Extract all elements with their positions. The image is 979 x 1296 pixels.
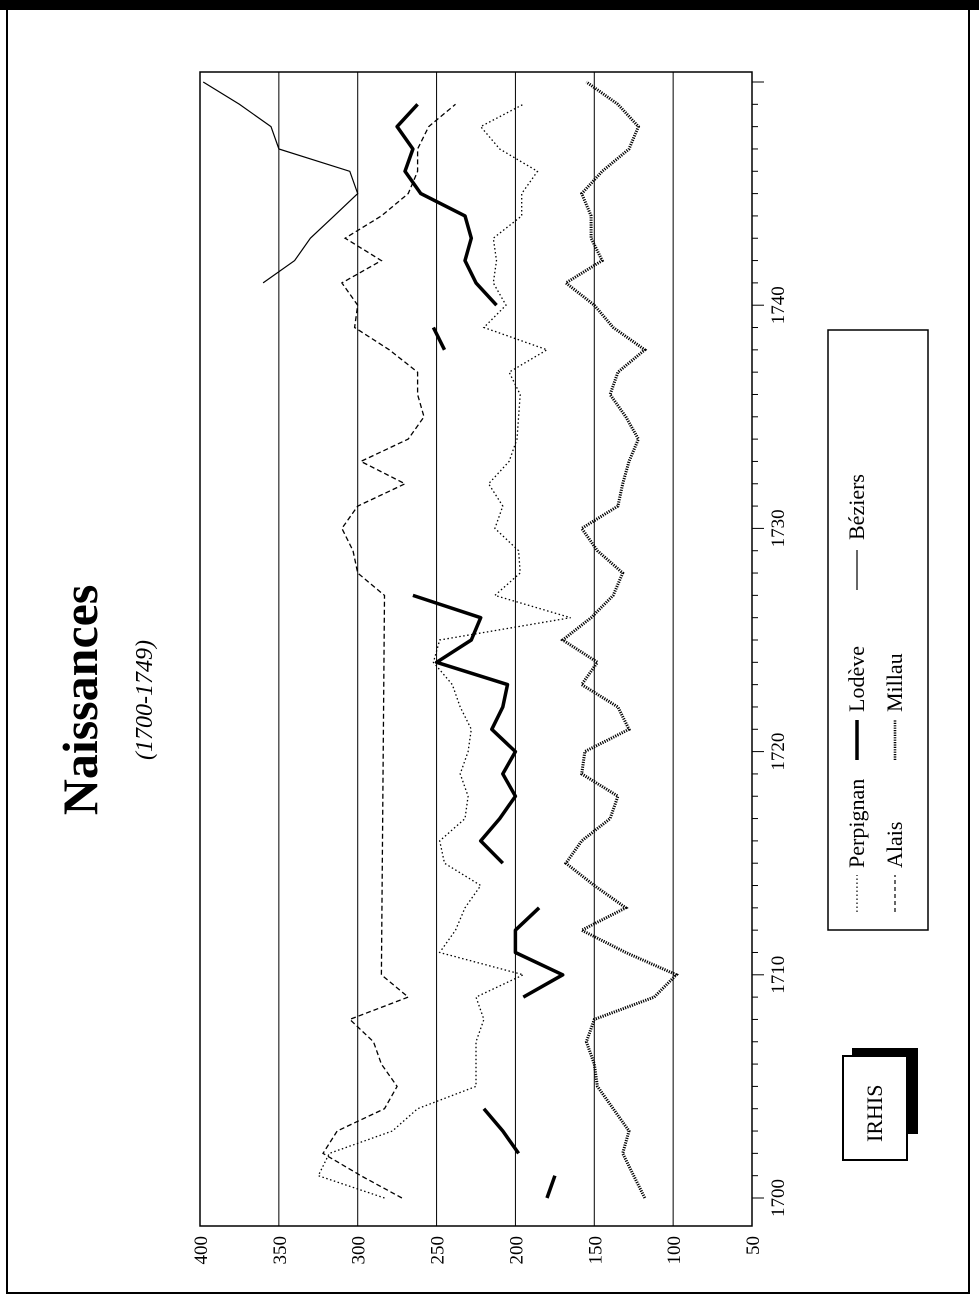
- series-line-lodeve: [482, 1107, 521, 1155]
- series-line-beziers: [202, 81, 359, 284]
- logo-box: [842, 1055, 908, 1161]
- x-tick-label: 1730: [768, 509, 789, 547]
- series-line-millau: [560, 80, 679, 1199]
- series-line-alais: [322, 103, 456, 1199]
- chart-title: Naissances: [52, 585, 108, 816]
- logo-text: IRHIS: [862, 1085, 887, 1142]
- legend-label-beziers: Béziers: [844, 474, 869, 540]
- y-tick-label: 150: [585, 1236, 606, 1265]
- y-tick-label: 400: [191, 1236, 212, 1265]
- page-frame: [6, 10, 970, 1294]
- x-tick-label: 1720: [768, 733, 789, 771]
- title-block: Naissances: [52, 585, 108, 816]
- series-layer: [202, 80, 679, 1199]
- x-tick-label: 1700: [768, 1179, 789, 1217]
- legend-box: [827, 329, 929, 931]
- irhis-logo: IRHIS: [842, 1048, 918, 1161]
- y-tick-label: 50: [743, 1236, 764, 1255]
- plot-border: [199, 71, 753, 1227]
- legend-label-alais: Alais: [882, 822, 907, 868]
- legend-label-millau: Millau: [882, 653, 907, 712]
- legend: Perpignan Lodève Béziers Alais Millau: [827, 329, 929, 931]
- y-tick-label: 200: [506, 1236, 527, 1265]
- top-border-bar: [0, 0, 979, 10]
- series-line-lodeve: [513, 906, 565, 999]
- x-tick-label: 1710: [768, 956, 789, 994]
- legend-label-lodeve: Lodève: [844, 646, 869, 712]
- legend-label-perpignan: Perpignan: [844, 779, 869, 868]
- x-axis-ticks: 1700 1710 1720 1730 1740: [752, 81, 789, 1217]
- x-tick-label: 1740: [768, 286, 789, 324]
- y-tick-label: 250: [428, 1236, 449, 1265]
- y-axis-ticks: 400 350 300 250 200 150 100 50: [191, 1236, 764, 1265]
- chart-subtitle: (1700-1749): [132, 640, 158, 760]
- series-line-lodeve: [395, 103, 498, 307]
- subtitle-block: (1700-1749): [132, 640, 158, 760]
- series-line-perpignan: [317, 103, 571, 1199]
- y-tick-label: 300: [349, 1236, 370, 1265]
- series-line-lodeve: [431, 326, 447, 351]
- y-tick-label: 350: [270, 1236, 291, 1265]
- y-tick-label: 100: [664, 1236, 685, 1265]
- plot-area: 400 350 300 250 200 150 100 50 1700 1710 1720 1730…: [191, 71, 789, 1265]
- series-line-lodeve: [412, 593, 518, 865]
- gridlines: [278, 72, 674, 1226]
- series-line-lodeve: [545, 1175, 557, 1199]
